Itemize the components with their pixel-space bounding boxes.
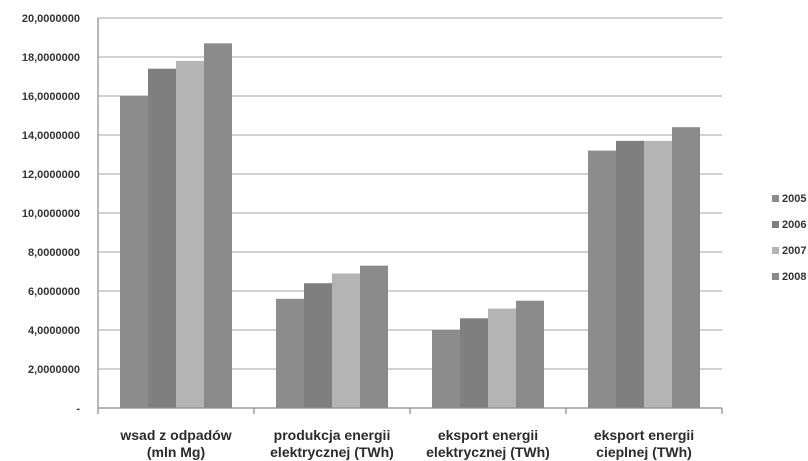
- bar-2005: [120, 96, 148, 408]
- x-axis-categories: wsad z odpadów(mln Mg)produkcja energiie…: [119, 427, 694, 460]
- x-category-label: produkcja energii: [274, 427, 391, 443]
- legend-label-2005: 2005: [782, 193, 806, 205]
- y-tick-label: 6,0000000: [28, 286, 80, 298]
- x-category-label: (mln Mg): [147, 444, 205, 460]
- bar-2007: [332, 273, 360, 408]
- legend-label-2007: 2007: [782, 245, 806, 257]
- y-tick-label: 18,0000000: [22, 52, 80, 64]
- bar-2008: [360, 265, 388, 408]
- bar-2005: [588, 150, 616, 408]
- bar-2005: [432, 330, 460, 408]
- legend-label-2006: 2006: [782, 219, 806, 231]
- y-tick-label: -: [76, 403, 80, 415]
- y-tick-label: 14,0000000: [22, 130, 80, 142]
- legend-label-2008: 2008: [782, 271, 806, 283]
- bar-2006: [304, 283, 332, 408]
- bar-2006: [460, 318, 488, 408]
- bar-2008: [672, 127, 700, 408]
- bars: [120, 43, 700, 409]
- bar-2007: [176, 60, 204, 409]
- legend-swatch-2006: [772, 221, 779, 228]
- x-category-label: cieplnej (TWh): [596, 444, 692, 460]
- legend-swatch-2005: [772, 195, 779, 202]
- bar-2006: [616, 140, 644, 408]
- bar-2005: [276, 298, 304, 408]
- y-tick-label: 4,0000000: [28, 325, 80, 337]
- x-category-label: eksport energii: [438, 427, 538, 443]
- legend-swatch-2008: [772, 273, 779, 280]
- bar-2008: [516, 300, 544, 408]
- legend: 2005 2006 2007 2008: [772, 193, 806, 283]
- legend-swatch-2007: [772, 247, 779, 254]
- y-tick-label: 10,0000000: [22, 208, 80, 220]
- x-category-label: elektrycznej (TWh): [270, 444, 394, 460]
- bar-2006: [148, 68, 176, 408]
- y-tick-label: 16,0000000: [22, 91, 80, 103]
- axes: [97, 18, 723, 414]
- bar-2007: [644, 140, 672, 408]
- x-category-label: eksport energii: [594, 427, 694, 443]
- x-category-label: elektrycznej (TWh): [426, 444, 550, 460]
- y-tick-label: 12,0000000: [22, 169, 80, 181]
- y-axis-ticks: - 2,0000000 4,0000000 6,0000000 8,0000000 10,…: [22, 13, 80, 415]
- x-category-label: wsad z odpadów: [119, 427, 231, 443]
- y-tick-label: 20,0000000: [22, 13, 80, 25]
- y-tick-label: 2,0000000: [28, 364, 80, 376]
- y-tick-label: 8,0000000: [28, 247, 80, 259]
- bar-2007: [488, 308, 516, 408]
- bar-2008: [204, 43, 232, 408]
